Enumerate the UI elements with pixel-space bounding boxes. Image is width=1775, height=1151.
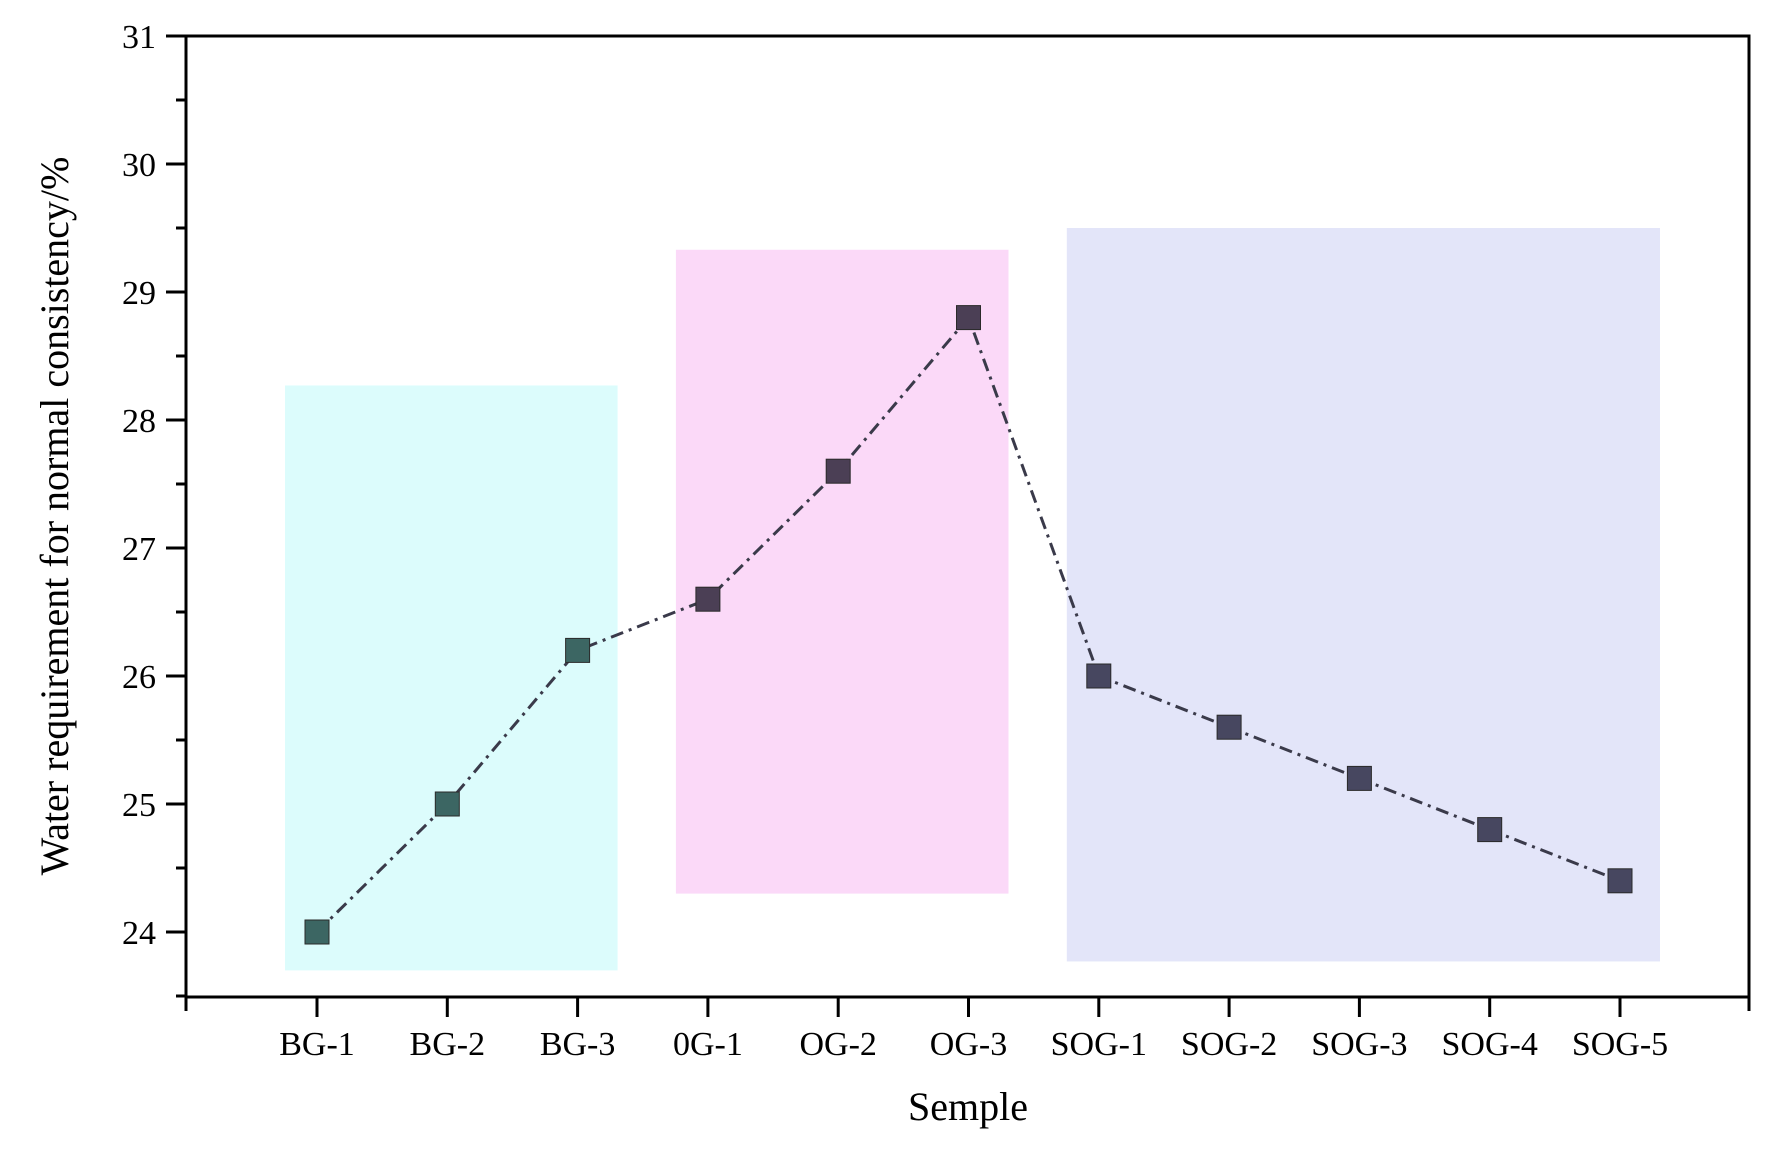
y-axis-title: Water requirement for normal consistency… xyxy=(32,157,77,876)
x-tick-label: SOG-4 xyxy=(1442,1026,1538,1063)
data-point xyxy=(565,637,591,663)
y-tick-label: 25 xyxy=(122,787,156,824)
y-tick-label: 27 xyxy=(122,531,156,568)
data-point xyxy=(1086,663,1112,689)
y-tick-label: 29 xyxy=(122,275,156,312)
y-tick-label: 28 xyxy=(122,403,156,440)
data-point xyxy=(956,305,981,331)
x-tick-label: OG-2 xyxy=(799,1026,876,1063)
data-point xyxy=(434,791,460,817)
y-tick-label: 30 xyxy=(122,147,156,184)
data-point xyxy=(1346,765,1372,791)
x-axis: BG-1 BG-2 BG-3 0G-1 OG-2 OG-3 SOG-1 SOG-2 SOG-3 S… xyxy=(184,997,1751,1063)
y-tick-label: 26 xyxy=(122,659,156,696)
data-point xyxy=(825,458,851,484)
group-band-3 xyxy=(1066,228,1660,962)
x-tick-label: SOG-2 xyxy=(1181,1026,1277,1063)
data-point xyxy=(695,586,721,612)
y-axis: 24 25 26 27 28 29 30 31 xyxy=(122,19,186,998)
y-tick-label: 24 xyxy=(122,915,156,952)
x-tick-label: BG-3 xyxy=(540,1026,616,1063)
data-point xyxy=(1607,868,1633,894)
x-tick-label: 0G-1 xyxy=(673,1026,743,1063)
data-point xyxy=(1216,714,1242,740)
x-tick-label: BG-1 xyxy=(279,1026,355,1063)
y-tick-label: 31 xyxy=(122,19,156,56)
data-points xyxy=(304,305,1633,945)
x-tick-label: SOG-5 xyxy=(1572,1026,1668,1063)
group-band-2 xyxy=(675,249,1009,894)
x-tick-label: OG-3 xyxy=(930,1026,1007,1063)
x-axis-title: Semple xyxy=(908,1084,1028,1129)
data-point xyxy=(1477,817,1503,843)
x-tick-label: SOG-3 xyxy=(1311,1026,1407,1063)
x-tick-label: BG-2 xyxy=(410,1026,486,1063)
data-point xyxy=(304,919,330,945)
group-bands xyxy=(285,228,1660,971)
x-tick-label: SOG-1 xyxy=(1051,1026,1147,1063)
group-band-1 xyxy=(285,385,618,971)
